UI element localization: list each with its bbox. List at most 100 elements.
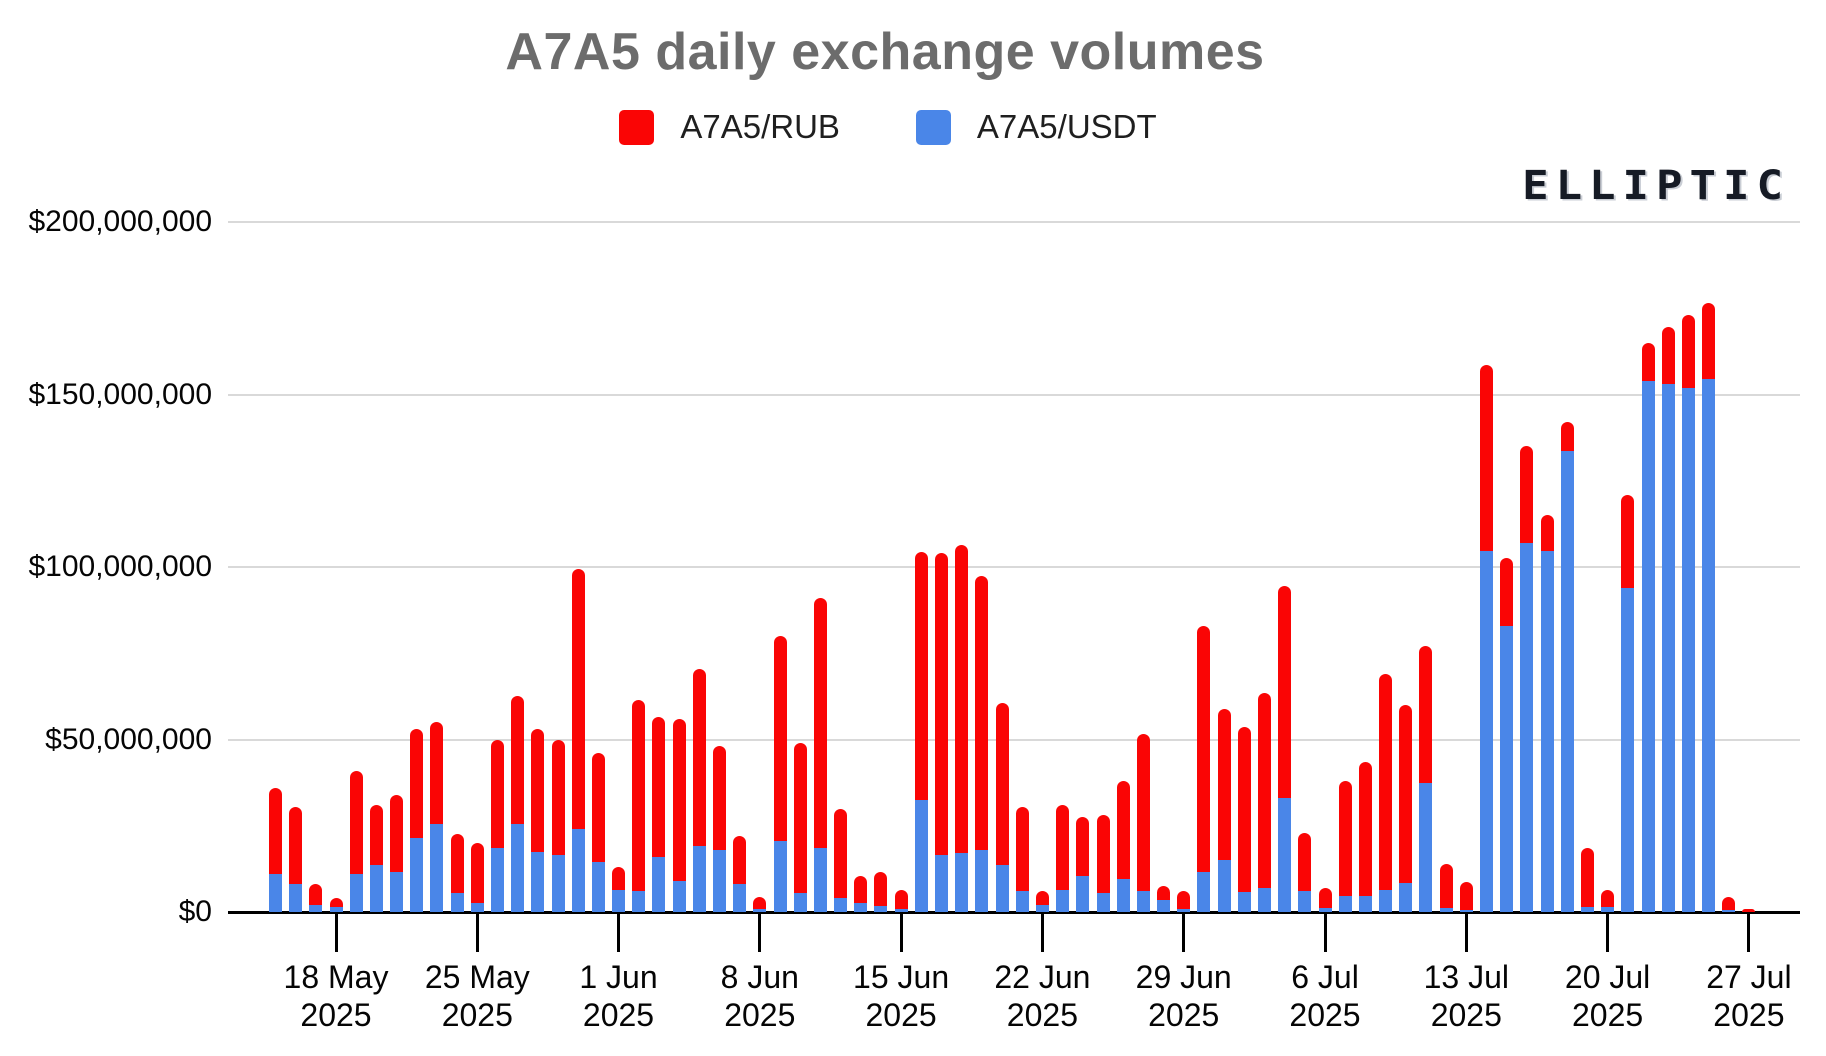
- bar-segment-rub[interactable]: [1116, 780, 1130, 880]
- daily-volume-bar[interactable]: [1601, 889, 1615, 912]
- bar-segment-rub[interactable]: [1015, 806, 1029, 892]
- bar-segment-usdt[interactable]: [1459, 910, 1473, 912]
- bar-segment-rub[interactable]: [1480, 365, 1493, 552]
- bar-segment-usdt[interactable]: [289, 884, 303, 912]
- bar-segment-rub[interactable]: [531, 729, 545, 852]
- bar-segment-rub[interactable]: [410, 729, 424, 838]
- bar-segment-usdt[interactable]: [692, 846, 706, 912]
- daily-volume-bar[interactable]: [268, 787, 282, 912]
- bar-segment-usdt[interactable]: [1056, 890, 1070, 912]
- bar-segment-rub[interactable]: [1056, 805, 1070, 891]
- bar-segment-usdt[interactable]: [652, 856, 666, 912]
- bar-segment-usdt[interactable]: [955, 853, 969, 912]
- bar-segment-rub[interactable]: [935, 553, 948, 856]
- bar-segment-rub[interactable]: [995, 703, 1009, 866]
- bar-segment-rub[interactable]: [612, 867, 625, 891]
- bar-segment-rub[interactable]: [1722, 896, 1736, 911]
- bar-segment-usdt[interactable]: [1379, 889, 1393, 912]
- bar-segment-usdt[interactable]: [369, 865, 383, 912]
- bar-segment-usdt[interactable]: [995, 865, 1009, 912]
- daily-volume-bar[interactable]: [390, 794, 403, 912]
- bar-segment-rub[interactable]: [329, 898, 343, 908]
- daily-volume-bar[interactable]: [1015, 806, 1029, 912]
- daily-volume-bar[interactable]: [1661, 327, 1675, 912]
- bar-segment-rub[interactable]: [955, 544, 969, 854]
- bar-segment-rub[interactable]: [753, 896, 767, 909]
- bar-segment-usdt[interactable]: [1197, 872, 1211, 912]
- daily-volume-bar[interactable]: [1641, 342, 1655, 912]
- bar-segment-rub[interactable]: [1096, 815, 1110, 893]
- daily-volume-bar[interactable]: [1439, 863, 1453, 912]
- bar-segment-rub[interactable]: [349, 770, 363, 874]
- daily-volume-bar[interactable]: [995, 703, 1009, 912]
- daily-volume-bar[interactable]: [1177, 891, 1191, 912]
- bar-segment-rub[interactable]: [591, 753, 605, 862]
- daily-volume-bar[interactable]: [813, 598, 827, 912]
- daily-volume-bar[interactable]: [935, 553, 948, 912]
- daily-volume-bar[interactable]: [1116, 780, 1130, 912]
- bar-segment-usdt[interactable]: [1177, 908, 1191, 912]
- bar-segment-usdt[interactable]: [773, 841, 787, 912]
- bar-segment-usdt[interactable]: [1681, 387, 1695, 912]
- bar-segment-usdt[interactable]: [1621, 587, 1635, 912]
- bar-segment-usdt[interactable]: [1560, 451, 1574, 912]
- daily-volume-bar[interactable]: [1560, 422, 1574, 912]
- bar-segment-usdt[interactable]: [511, 824, 525, 912]
- daily-volume-bar[interactable]: [470, 843, 484, 912]
- bar-segment-rub[interactable]: [1258, 692, 1271, 888]
- daily-volume-bar[interactable]: [1136, 734, 1150, 912]
- daily-volume-bar[interactable]: [672, 718, 686, 912]
- daily-volume-bar[interactable]: [1258, 692, 1271, 912]
- bar-segment-usdt[interactable]: [490, 848, 504, 912]
- bar-segment-rub[interactable]: [1379, 674, 1393, 890]
- daily-volume-bar[interactable]: [571, 568, 585, 912]
- daily-volume-bar[interactable]: [753, 896, 767, 912]
- bar-segment-rub[interactable]: [450, 834, 464, 893]
- daily-volume-bar[interactable]: [1197, 625, 1211, 912]
- bar-segment-rub[interactable]: [1702, 303, 1715, 379]
- bar-segment-usdt[interactable]: [1035, 905, 1049, 912]
- bar-segment-rub[interactable]: [289, 806, 303, 885]
- daily-volume-bar[interactable]: [349, 770, 363, 912]
- bar-segment-usdt[interactable]: [1278, 798, 1292, 912]
- daily-volume-bar[interactable]: [612, 867, 625, 912]
- bar-segment-rub[interactable]: [1419, 646, 1433, 783]
- bar-segment-rub[interactable]: [1338, 780, 1352, 897]
- daily-volume-bar[interactable]: [1217, 708, 1231, 913]
- bar-segment-rub[interactable]: [268, 787, 282, 875]
- bar-segment-rub[interactable]: [813, 598, 827, 849]
- bar-segment-rub[interactable]: [309, 884, 323, 906]
- daily-volume-bar[interactable]: [1621, 494, 1635, 913]
- bar-segment-usdt[interactable]: [1439, 908, 1453, 912]
- bar-segment-usdt[interactable]: [713, 849, 726, 912]
- bar-segment-rub[interactable]: [1278, 586, 1292, 799]
- bar-segment-usdt[interactable]: [1015, 891, 1029, 912]
- bar-segment-usdt[interactable]: [1318, 907, 1332, 913]
- daily-volume-bar[interactable]: [1500, 558, 1514, 912]
- daily-volume-bar[interactable]: [1076, 817, 1090, 912]
- daily-volume-bar[interactable]: [1035, 891, 1049, 912]
- bar-segment-rub[interactable]: [1500, 558, 1514, 626]
- daily-volume-bar[interactable]: [1056, 805, 1070, 912]
- bar-segment-usdt[interactable]: [834, 898, 848, 912]
- bar-segment-rub[interactable]: [1298, 832, 1312, 892]
- bar-segment-usdt[interactable]: [753, 908, 767, 912]
- daily-volume-bar[interactable]: [1358, 761, 1372, 912]
- bar-segment-usdt[interactable]: [551, 855, 565, 912]
- daily-volume-bar[interactable]: [1399, 705, 1413, 912]
- bar-segment-rub[interactable]: [551, 739, 565, 856]
- bar-segment-rub[interactable]: [652, 717, 666, 857]
- daily-volume-bar[interactable]: [1096, 815, 1110, 912]
- daily-volume-bar[interactable]: [410, 729, 424, 912]
- bar-segment-rub[interactable]: [1177, 891, 1191, 909]
- bar-segment-usdt[interactable]: [571, 829, 585, 912]
- bar-segment-rub[interactable]: [490, 739, 504, 849]
- bar-segment-rub[interactable]: [1136, 734, 1150, 892]
- bar-segment-usdt[interactable]: [1480, 551, 1493, 912]
- daily-volume-bar[interactable]: [1157, 886, 1170, 912]
- bar-segment-rub[interactable]: [369, 805, 383, 866]
- bar-segment-usdt[interactable]: [1358, 896, 1372, 912]
- bar-segment-rub[interactable]: [692, 668, 706, 847]
- bar-segment-usdt[interactable]: [874, 905, 888, 912]
- bar-segment-usdt[interactable]: [1399, 883, 1413, 912]
